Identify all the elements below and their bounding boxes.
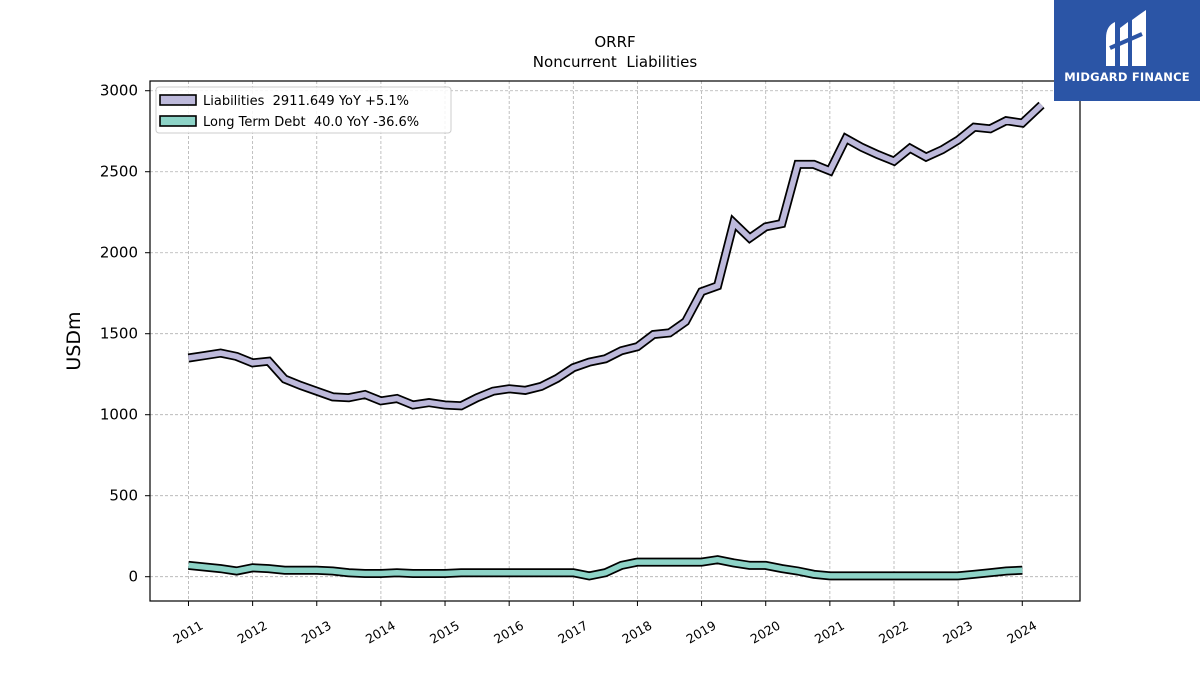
midgard-finance-logo-icon — [1106, 10, 1146, 66]
x-tick-label: 2014 — [363, 618, 398, 647]
y-tick-label: 500 — [109, 487, 138, 505]
y-tick-label: 0 — [128, 568, 138, 586]
plot-frame — [149, 80, 1081, 602]
grid-lines — [150, 81, 1080, 601]
x-tick-label: 2011 — [170, 618, 205, 647]
x-tick-label: 2023 — [940, 618, 975, 647]
axis-ticks: 0 500 1000 1500 2000 2500 3000 2011 2012 2013 2014… — [100, 82, 1040, 647]
x-tick-label: 2020 — [748, 618, 783, 647]
x-tick-label: 2012 — [235, 618, 270, 647]
legend-swatch — [159, 115, 197, 127]
chart-subtitle: Noncurrent Liabilities — [533, 53, 698, 71]
x-tick-label: 2013 — [299, 618, 334, 647]
legend-box — [155, 86, 452, 134]
x-tick-label: 2022 — [876, 618, 911, 647]
x-tick-label: 2018 — [619, 618, 654, 647]
series-lines — [187, 101, 1045, 581]
y-tick-label: 2500 — [100, 163, 138, 181]
x-tick-label: 2024 — [1004, 618, 1039, 647]
x-tick-label: 2021 — [812, 618, 847, 647]
series-line — [188, 556, 1023, 579]
legend-label: Liabilities 2911.649 YoY +5.1% — [203, 94, 409, 109]
legend: Liabilities 2911.649 YoY +5.1% Long Term … — [155, 86, 452, 134]
x-tick-label: 2016 — [491, 618, 526, 647]
y-tick-label: 1000 — [100, 406, 138, 424]
x-tick-label: 2015 — [427, 618, 462, 647]
y-axis-label: USDm — [63, 311, 85, 370]
x-tick-label: 2017 — [555, 618, 590, 647]
y-tick-label: 1500 — [100, 325, 138, 343]
x-tick-label: 2019 — [684, 618, 719, 647]
chart-title: ORRF — [594, 33, 635, 51]
legend-swatch — [159, 94, 197, 106]
brand-name: MIDGARD FINANCE — [1064, 70, 1190, 84]
y-tick-label: 3000 — [100, 82, 138, 100]
brand-logo: MIDGARD FINANCE — [1054, 0, 1200, 101]
legend-label: Long Term Debt 40.0 YoY -36.6% — [203, 115, 419, 130]
series-line — [188, 102, 1044, 409]
y-tick-label: 2000 — [100, 244, 138, 262]
